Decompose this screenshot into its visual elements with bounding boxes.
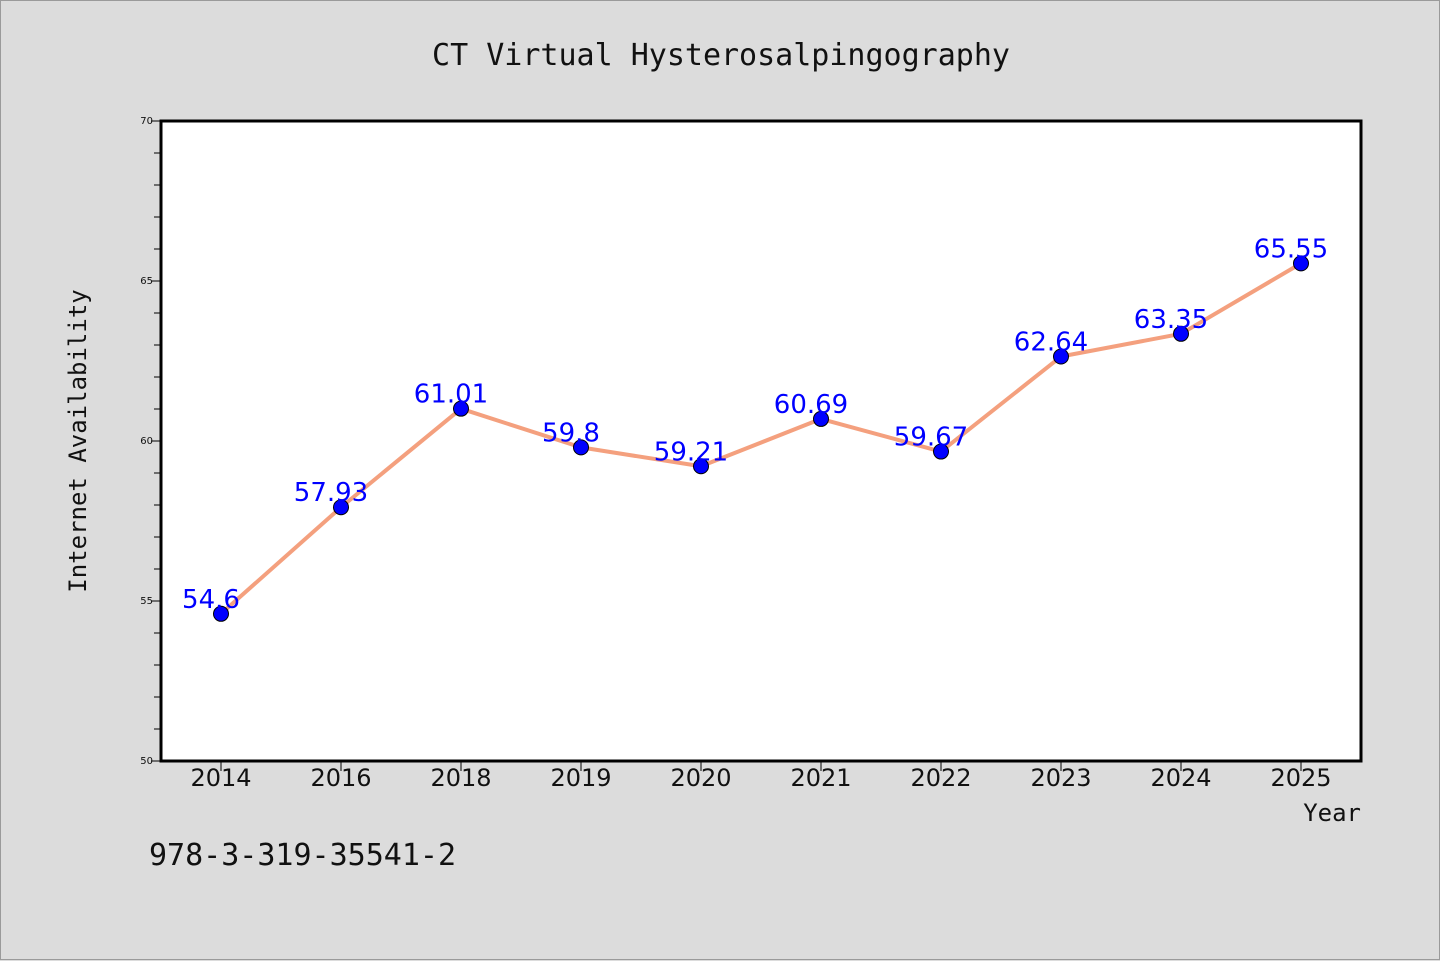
x-axis-label: Year [1303, 799, 1361, 827]
y-tick-label: 65 [140, 276, 153, 287]
series-line [219, 261, 1303, 616]
data-label: 54.6 [182, 585, 240, 615]
y-tick-label: 55 [140, 596, 153, 607]
data-point [333, 499, 349, 516]
data-point [573, 439, 589, 456]
y-tick-label: 50 [140, 756, 153, 767]
data-label: 59.8 [542, 418, 600, 448]
chart-title: CT Virtual Hysterosalpingography [432, 38, 1010, 73]
ticks-layer: 50 55 60 65 70 2014 2016 2018 2019 2020 2021 2022 20… [140, 116, 1331, 792]
data-point [1293, 255, 1309, 272]
data-point [1053, 348, 1069, 365]
x-tick-label: 2016 [310, 764, 371, 792]
y-tick-label: 60 [140, 436, 153, 447]
x-tick-label: 2024 [1150, 764, 1211, 792]
data-point [1173, 325, 1189, 342]
data-point [213, 605, 229, 622]
plot-frame [159, 119, 1363, 763]
x-tick-label: 2020 [670, 764, 731, 792]
data-label: 61.01 [414, 380, 488, 410]
data-label: 59.21 [654, 437, 728, 467]
footer-text: 978-3-319-35541-2 [149, 838, 456, 873]
data-label: 62.64 [1014, 328, 1088, 358]
data-point [693, 458, 709, 475]
x-tick-label: 2019 [550, 764, 611, 792]
data-label: 65.55 [1254, 234, 1328, 264]
x-tick-label: 2023 [1030, 764, 1091, 792]
series-layer: 54.6 57.93 61.01 59.8 59.21 60.69 59.67 62.64 63… [182, 234, 1328, 622]
data-label: 57.93 [294, 478, 368, 508]
y-tick-label: 70 [140, 116, 153, 127]
x-tick-label: 2025 [1270, 764, 1331, 792]
x-tick-label: 2022 [910, 764, 971, 792]
data-point [453, 400, 469, 417]
y-axis-label: Internet Availability [64, 289, 92, 592]
x-tick-label: 2021 [790, 764, 851, 792]
data-label: 60.69 [774, 390, 848, 420]
data-label: 59.67 [894, 423, 968, 453]
data-point [933, 443, 949, 460]
data-label: 63.35 [1134, 305, 1208, 335]
data-point [813, 410, 829, 427]
x-tick-label: 2018 [430, 764, 491, 792]
x-tick-label: 2014 [190, 764, 251, 792]
